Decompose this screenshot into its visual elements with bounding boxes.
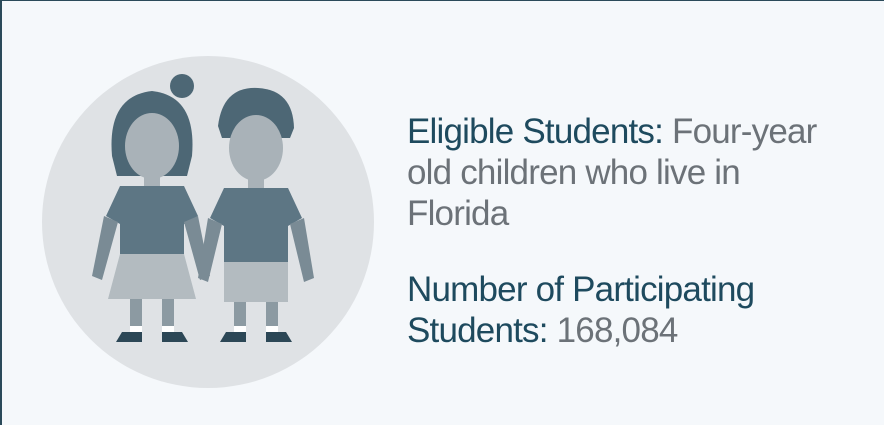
participating-block: Number of Participating Students: 168,08… (407, 269, 847, 351)
eligible-label: Eligible Students: (407, 112, 663, 151)
card: Eligible Students: Four-year old childre… (0, 0, 884, 425)
children-illustration (42, 56, 374, 388)
eligible-block: Eligible Students: Four-year old childre… (407, 111, 847, 234)
participating-value: 168,084 (557, 311, 678, 350)
